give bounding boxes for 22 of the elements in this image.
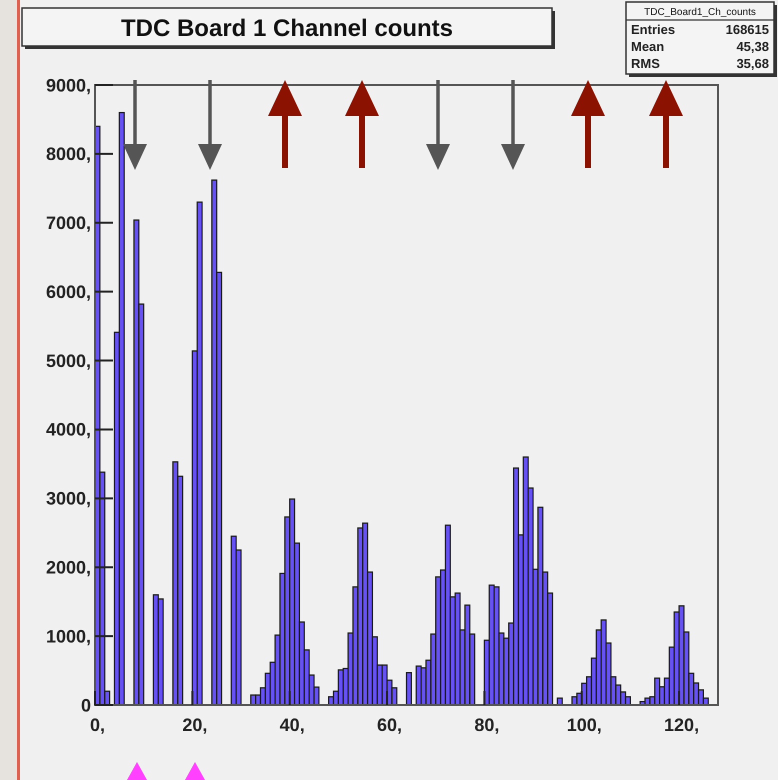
y-tick-label: 9000, bbox=[46, 75, 91, 96]
text: RMS 35,68 bbox=[631, 56, 769, 71]
y-tick-label: 0 bbox=[80, 695, 91, 716]
x-tick-label: 0, bbox=[90, 715, 106, 735]
y-tick-label: 8000, bbox=[46, 144, 91, 164]
y-tick-label: 2000, bbox=[46, 558, 91, 578]
x-tick-label: 80, bbox=[474, 715, 500, 735]
x-tick-label: 100, bbox=[566, 715, 602, 735]
y-tick-label: 6000, bbox=[46, 282, 91, 302]
text: Entries 168615 bbox=[631, 22, 769, 37]
x-tick-label: 120, bbox=[664, 715, 700, 735]
y-tick-label: 4000, bbox=[46, 420, 91, 440]
x-tick-label: 20, bbox=[182, 715, 208, 735]
y-tick-label: 1000, bbox=[46, 626, 91, 646]
x-tick-label: 60, bbox=[377, 715, 402, 735]
y-tick-label: 3000, bbox=[46, 488, 91, 509]
text: Mean 45,38 bbox=[631, 39, 769, 54]
y-tick-label: 5000, bbox=[46, 350, 91, 371]
text: TDC_Board1_Ch_counts bbox=[644, 7, 756, 18]
x-tick-label: 40, bbox=[280, 715, 305, 735]
y-tick-label: 7000, bbox=[46, 213, 91, 234]
chart-title: TDC Board 1 Channel counts bbox=[120, 15, 454, 42]
